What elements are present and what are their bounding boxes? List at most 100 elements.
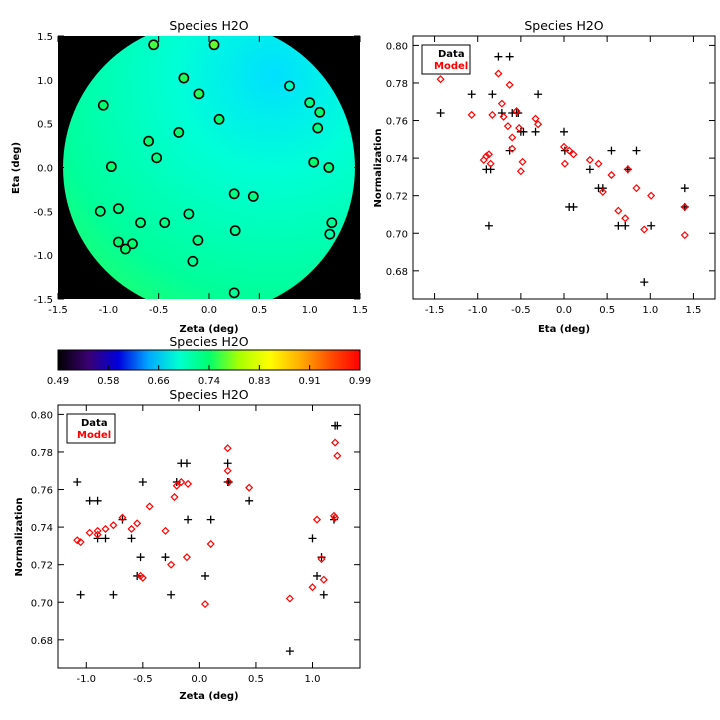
map-point bbox=[323, 162, 335, 173]
1-ytick-label: 0.74 bbox=[386, 154, 408, 165]
eta-model-point bbox=[479, 155, 488, 165]
colorbar-tick-label: 0.49 bbox=[47, 376, 69, 387]
0-ytick-label: -0.5 bbox=[33, 207, 53, 218]
1-xtick-label: -1.5 bbox=[425, 305, 445, 316]
1-xtick-label: 0.0 bbox=[556, 305, 572, 316]
map-point bbox=[135, 217, 146, 229]
map-point bbox=[324, 228, 336, 240]
eta-model-point bbox=[518, 157, 527, 166]
map-field bbox=[63, 36, 355, 299]
zeta-data-point bbox=[73, 478, 82, 487]
1-xtick-label: 1.0 bbox=[642, 305, 658, 316]
zeta-data-point bbox=[308, 534, 317, 543]
colorbar-ticks: 0.49 0.58 0.66 0.74 0.83 0.91 0.99 bbox=[47, 365, 371, 387]
eta-model-point bbox=[516, 167, 525, 176]
2-xtick-label: 0.5 bbox=[248, 674, 264, 685]
zeta-ylabel: Normalization bbox=[14, 498, 25, 577]
eta-axes: -1.5 -1.0 -0.5 0.0 0.5 1.0 1.5 0.68 0.70 0.72 0.74… bbox=[386, 36, 715, 316]
zeta-model-point bbox=[184, 479, 193, 488]
zeta-model-point bbox=[331, 438, 340, 447]
0-xtick-label: -0.5 bbox=[149, 305, 169, 316]
eta-model-point bbox=[585, 155, 594, 165]
map-point bbox=[159, 217, 171, 229]
zeta-model-point bbox=[245, 483, 254, 492]
2-ytick-label: 0.76 bbox=[31, 486, 53, 497]
zeta-model-point bbox=[206, 539, 215, 549]
1-ytick-label: 0.70 bbox=[386, 229, 408, 240]
zeta-model-point bbox=[312, 515, 322, 524]
map-point bbox=[193, 88, 205, 100]
zeta-data-point bbox=[76, 590, 85, 599]
eta-model-point bbox=[505, 80, 514, 89]
panel-map: Species H2O -1.5 -1.0 -0.5 0.0 0.5 1.0 1.5-1.5… bbox=[11, 18, 368, 335]
zeta-data-point bbox=[127, 534, 136, 543]
0-ytick-label: 0.0 bbox=[37, 164, 53, 175]
map-point bbox=[94, 205, 106, 217]
zeta-model-point bbox=[167, 560, 176, 569]
map-point bbox=[208, 39, 220, 51]
eta-data-point bbox=[632, 146, 641, 155]
eta-model-point bbox=[494, 69, 503, 78]
zeta-model-point bbox=[138, 573, 147, 582]
1-xtick-label: -1.0 bbox=[468, 305, 488, 316]
eta-model-point bbox=[515, 124, 524, 133]
1-ytick-label: 0.80 bbox=[386, 41, 408, 52]
2-xtick-label: 1.0 bbox=[305, 674, 321, 685]
eta-model-point bbox=[482, 152, 491, 161]
zeta-model-point bbox=[93, 530, 102, 539]
zeta-model-point bbox=[76, 538, 85, 547]
eta-model-point bbox=[569, 150, 578, 159]
map-xlabel: Zeta (deg) bbox=[179, 324, 238, 335]
zeta-model-point bbox=[331, 513, 340, 522]
zeta-data-point bbox=[319, 590, 328, 599]
2-ytick-label: 0.74 bbox=[31, 523, 53, 534]
eta-model-point bbox=[497, 99, 506, 108]
zeta-model-point bbox=[308, 583, 317, 592]
map-point bbox=[178, 72, 190, 84]
map-point bbox=[192, 234, 204, 246]
zeta-model-point bbox=[127, 524, 136, 534]
map-point bbox=[308, 156, 320, 168]
map-point bbox=[113, 203, 124, 215]
eta-legend-box bbox=[421, 44, 471, 75]
zeta-data-point bbox=[167, 590, 176, 599]
eta-model-point bbox=[632, 184, 641, 193]
eta-model-point bbox=[508, 133, 517, 142]
map-point bbox=[312, 122, 324, 134]
1-xtick-label: 1.5 bbox=[685, 305, 701, 316]
map-point bbox=[304, 97, 316, 109]
eta-model-point bbox=[503, 122, 512, 131]
map-point bbox=[148, 39, 160, 51]
zeta-model-point bbox=[182, 553, 191, 562]
zeta-model-point bbox=[85, 528, 94, 537]
eta-data-point bbox=[505, 52, 514, 61]
zeta-model-point bbox=[317, 554, 326, 564]
zeta-model-point bbox=[73, 536, 82, 545]
0-xtick-label: 0.0 bbox=[201, 305, 217, 316]
zeta-data-point bbox=[182, 459, 191, 468]
eta-model-series bbox=[436, 69, 689, 240]
map-point bbox=[228, 188, 240, 200]
eta-data-point bbox=[614, 221, 623, 230]
panel-zeta: Species H2O -1.0 -0.5 0.0 0.5 1.0 0.68 0.70 0.7… bbox=[14, 387, 361, 702]
eta-data-point bbox=[585, 165, 594, 174]
0-xtick-label: 0.5 bbox=[251, 305, 267, 316]
0-ytick-label: 0.5 bbox=[37, 120, 53, 131]
eta-model-point bbox=[486, 159, 495, 168]
zeta-plot-frame bbox=[57, 404, 361, 669]
map-point bbox=[120, 243, 131, 255]
eta-model-point bbox=[565, 146, 574, 155]
eta-model-point bbox=[680, 202, 689, 211]
zeta-model-point bbox=[109, 521, 118, 530]
eta-model-point bbox=[594, 159, 603, 168]
eta-data-point bbox=[534, 90, 543, 99]
map-ylabel: Eta (deg) bbox=[11, 142, 22, 194]
eta-title: Species H2O bbox=[524, 18, 603, 33]
2-ytick-label: 0.70 bbox=[31, 598, 53, 609]
zeta-data-point bbox=[118, 515, 127, 524]
zeta-model-point bbox=[172, 481, 181, 490]
zeta-data-point bbox=[285, 647, 294, 656]
zeta-data-point bbox=[317, 553, 326, 562]
0-ytick-label: -1.5 bbox=[33, 295, 53, 306]
zeta-model-point bbox=[133, 519, 142, 528]
